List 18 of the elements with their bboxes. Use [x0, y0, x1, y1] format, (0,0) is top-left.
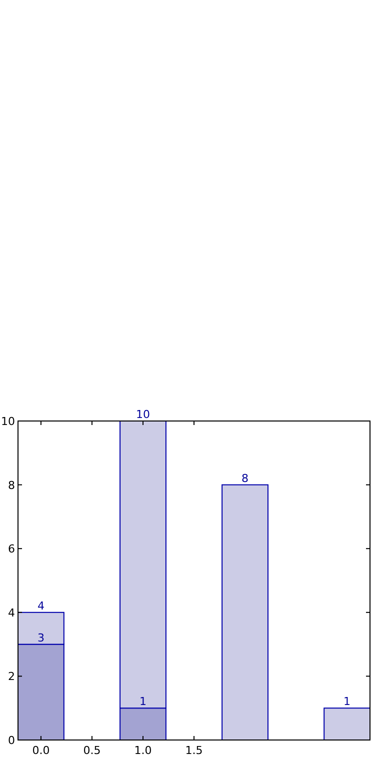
- x-tick-label: 1.5: [185, 744, 203, 757]
- x-tick-label: 1.0: [134, 744, 152, 757]
- data-label: 1: [139, 695, 146, 708]
- data-label: 3: [37, 631, 44, 644]
- bar: [222, 484, 268, 740]
- total-label: 8: [242, 472, 249, 485]
- x-tick-label: 0.0: [32, 744, 50, 757]
- x-tick-label: 0.5: [83, 744, 101, 757]
- y-tick-label: 2: [8, 670, 15, 684]
- y-tick-label: 8: [8, 478, 15, 492]
- y-tick-label: 4: [8, 606, 15, 620]
- y-tick-label: 10: [1, 415, 15, 428]
- bar: [324, 708, 370, 740]
- y-tick-label: 0: [8, 734, 15, 747]
- total-label: 10: [136, 408, 150, 421]
- total-label: 1: [344, 695, 351, 708]
- y-tick-label: 6: [8, 542, 15, 556]
- total-label: 4: [37, 599, 44, 612]
